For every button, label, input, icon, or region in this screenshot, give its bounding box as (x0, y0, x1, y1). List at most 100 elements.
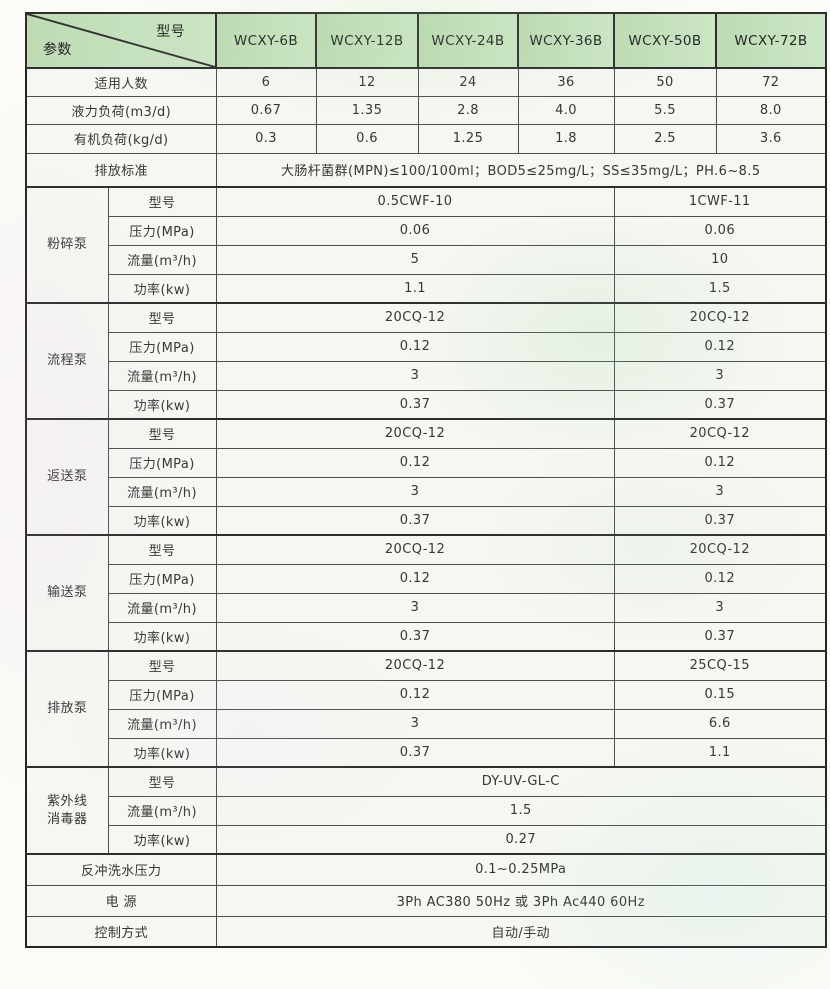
value-cell: 1.35 (315, 95, 419, 125)
value-cell: 25CQ-15 (613, 650, 827, 681)
value-cell: 0.06 (215, 215, 615, 246)
row-label: 功率(kw) (107, 505, 217, 536)
row-label: 流量(m³/h) (107, 244, 217, 275)
value-cell: 3 (215, 360, 615, 391)
value-cell: 36 (517, 67, 615, 97)
value-cell: 20CQ-12 (215, 302, 615, 333)
row-label: 型号 (107, 186, 217, 217)
value-cell: 0.12 (613, 447, 827, 478)
model-header: WCXY-6B (215, 12, 317, 69)
diagonal-divider-line (28, 15, 214, 66)
value-cell: 0.12 (215, 331, 615, 362)
value-cell: 20CQ-12 (215, 534, 615, 565)
value-cell: 20CQ-12 (613, 302, 827, 333)
model-header: WCXY-50B (613, 12, 717, 69)
model-header: WCXY-72B (715, 12, 827, 69)
row-label: 型号 (107, 302, 217, 333)
value-cell: 1.1 (215, 273, 615, 304)
row-label: 压力(MPa) (107, 215, 217, 246)
value-cell: 20CQ-12 (613, 534, 827, 565)
model-header: WCXY-24B (417, 12, 519, 69)
row-label: 流量(m³/h) (107, 708, 217, 739)
value-cell: 2.5 (613, 123, 717, 154)
value-cell: 0.06 (613, 215, 827, 246)
value-cell: 3 (215, 708, 615, 739)
value-cell: 20CQ-12 (215, 418, 615, 449)
value-cell: 3 (215, 592, 615, 623)
row-label: 功率(kw) (107, 737, 217, 768)
pump-group-label: 排放泵 (25, 650, 109, 768)
row-label: 流量(m³/h) (107, 795, 217, 826)
row-label: 功率(kw) (107, 273, 217, 304)
row-label: 压力(MPa) (107, 447, 217, 478)
value-cell: 5 (215, 244, 615, 275)
pump-group-label: 流程泵 (25, 302, 109, 420)
value-cell: 1.8 (517, 123, 615, 154)
row-label: 压力(MPa) (107, 331, 217, 362)
uv-group-label-line1: 紫外线 (47, 793, 88, 809)
corner-model-label: 型号 (156, 24, 185, 40)
value-cell: 12 (315, 67, 419, 97)
value-cell: 2.8 (417, 95, 519, 125)
value-cell: 6.6 (613, 708, 827, 739)
value-cell: 0.1~0.25MPa (215, 853, 827, 886)
row-label: 功率(kw) (107, 389, 217, 420)
value-cell: 0.27 (215, 824, 827, 855)
corner-cell: 型号 参数 (25, 12, 217, 69)
value-cell: 0.37 (215, 621, 615, 652)
value-cell: 0.67 (215, 95, 317, 125)
value-cell: 50 (613, 67, 717, 97)
value-cell: 0.5CWF-10 (215, 186, 615, 217)
value-cell: 20CQ-12 (215, 650, 615, 681)
row-label: 型号 (107, 766, 217, 797)
value-cell: 0.3 (215, 123, 317, 154)
spec-table: 型号 参数 WCXY-6B WCXY-12B WCXY-24B WCXY-36B… (25, 12, 827, 948)
value-cell: 0.12 (215, 447, 615, 478)
value-cell: 0.37 (215, 505, 615, 536)
row-label: 液力负荷(m3/d) (25, 95, 217, 125)
value-cell: 8.0 (715, 95, 827, 125)
row-label: 型号 (107, 534, 217, 565)
pump-group-label: 输送泵 (25, 534, 109, 652)
value-cell: 0.12 (613, 331, 827, 362)
row-label: 有机负荷(kg/d) (25, 123, 217, 154)
value-cell: 24 (417, 67, 519, 97)
value-cell: 0.37 (613, 621, 827, 652)
row-label: 流量(m³/h) (107, 360, 217, 391)
value-cell: 4.0 (517, 95, 615, 125)
row-label: 压力(MPa) (107, 679, 217, 710)
value-cell: 1.25 (417, 123, 519, 154)
value-cell: 0.37 (215, 737, 615, 768)
value-cell: 1CWF-11 (613, 186, 827, 217)
row-label: 控制方式 (25, 915, 217, 948)
value-cell: 自动/手动 (215, 915, 827, 948)
value-cell: 3 (613, 592, 827, 623)
row-label: 型号 (107, 650, 217, 681)
row-label: 压力(MPa) (107, 563, 217, 594)
uv-group-label: 紫外线 消毒器 (25, 766, 109, 855)
uv-group-label-line2: 消毒器 (47, 811, 88, 827)
value-cell: 1.5 (215, 795, 827, 826)
row-label: 流量(m³/h) (107, 476, 217, 507)
value-cell: 20CQ-12 (613, 418, 827, 449)
value-cell: DY-UV-GL-C (215, 766, 827, 797)
value-cell: 72 (715, 67, 827, 97)
model-header: WCXY-12B (315, 12, 419, 69)
row-label: 电 源 (25, 884, 217, 917)
value-cell: 0.37 (613, 389, 827, 420)
value-cell: 3.6 (715, 123, 827, 154)
value-cell: 10 (613, 244, 827, 275)
value-cell: 1.1 (613, 737, 827, 768)
pump-group-label: 返送泵 (25, 418, 109, 536)
value-cell: 0.12 (215, 563, 615, 594)
row-label: 功率(kw) (107, 621, 217, 652)
value-cell: 0.37 (215, 389, 615, 420)
row-label: 型号 (107, 418, 217, 449)
row-label: 流量(m³/h) (107, 592, 217, 623)
value-cell: 6 (215, 67, 317, 97)
corner-param-label: 参数 (43, 42, 72, 58)
value-cell: 0.12 (613, 563, 827, 594)
value-cell: 3 (613, 360, 827, 391)
model-header: WCXY-36B (517, 12, 615, 69)
